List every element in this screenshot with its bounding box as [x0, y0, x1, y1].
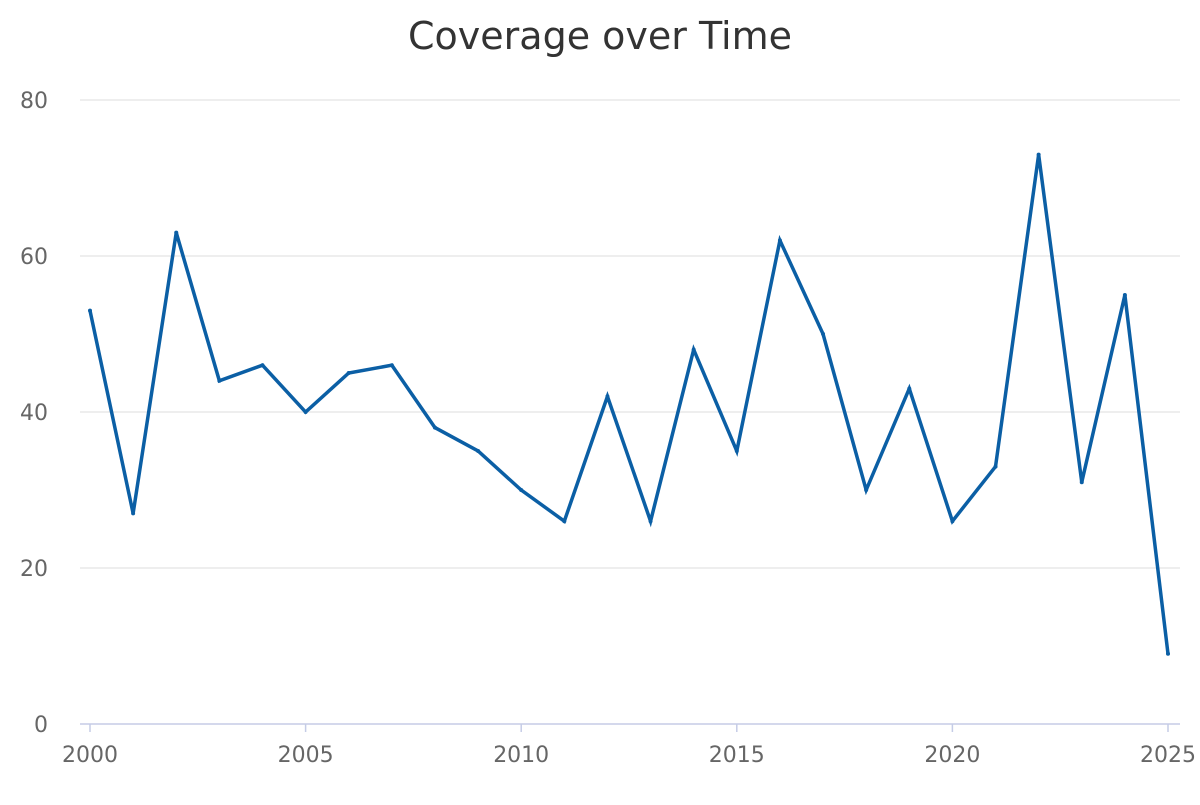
data-point: [303, 410, 308, 414]
data-point: [519, 488, 524, 492]
data-point: [777, 238, 782, 243]
data-point: [1122, 293, 1127, 297]
x-tick-label: 2025: [1140, 743, 1196, 768]
data-point: [432, 425, 437, 430]
y-axis-tick-labels: 0 20 40 60 80: [20, 89, 48, 738]
data-point: [476, 449, 481, 453]
data-point: [346, 371, 351, 375]
chart-title: Coverage over Time: [408, 14, 792, 58]
x-tick-label: 2010: [493, 743, 549, 768]
data-point: [821, 332, 826, 336]
data-point: [691, 347, 696, 352]
y-tick-label: 60: [20, 245, 48, 270]
data-point: [1166, 651, 1170, 656]
data-point: [174, 230, 179, 235]
y-tick-label: 0: [34, 713, 48, 738]
data-point: [993, 464, 998, 469]
data-point: [1036, 152, 1041, 157]
x-tick-label: 2005: [278, 743, 334, 768]
data-point: [648, 519, 653, 524]
data-point: [389, 363, 394, 368]
data-point: [562, 519, 567, 524]
x-tick-label: 2020: [924, 743, 980, 768]
data-point: [864, 488, 869, 492]
series-layer: [88, 152, 1170, 656]
x-axis-tick-labels: 2000 2005 2010 2015 2020 2025: [62, 743, 1196, 768]
series-line: [88, 154, 1170, 656]
data-point: [605, 394, 610, 399]
data-point: [907, 386, 912, 391]
data-point: [217, 378, 222, 383]
x-tick-label: 2015: [709, 743, 765, 768]
data-point: [734, 449, 739, 453]
y-tick-label: 40: [20, 401, 48, 426]
data-point: [1079, 480, 1084, 485]
data-point: [88, 308, 92, 313]
x-axis: [80, 723, 1180, 732]
data-point: [260, 363, 265, 368]
y-tick-label: 20: [20, 557, 48, 582]
grid-lines: [80, 99, 1180, 569]
data-point: [950, 519, 955, 524]
data-point: [131, 511, 136, 516]
x-tick-label: 2000: [62, 743, 118, 768]
y-tick-label: 80: [20, 89, 48, 114]
